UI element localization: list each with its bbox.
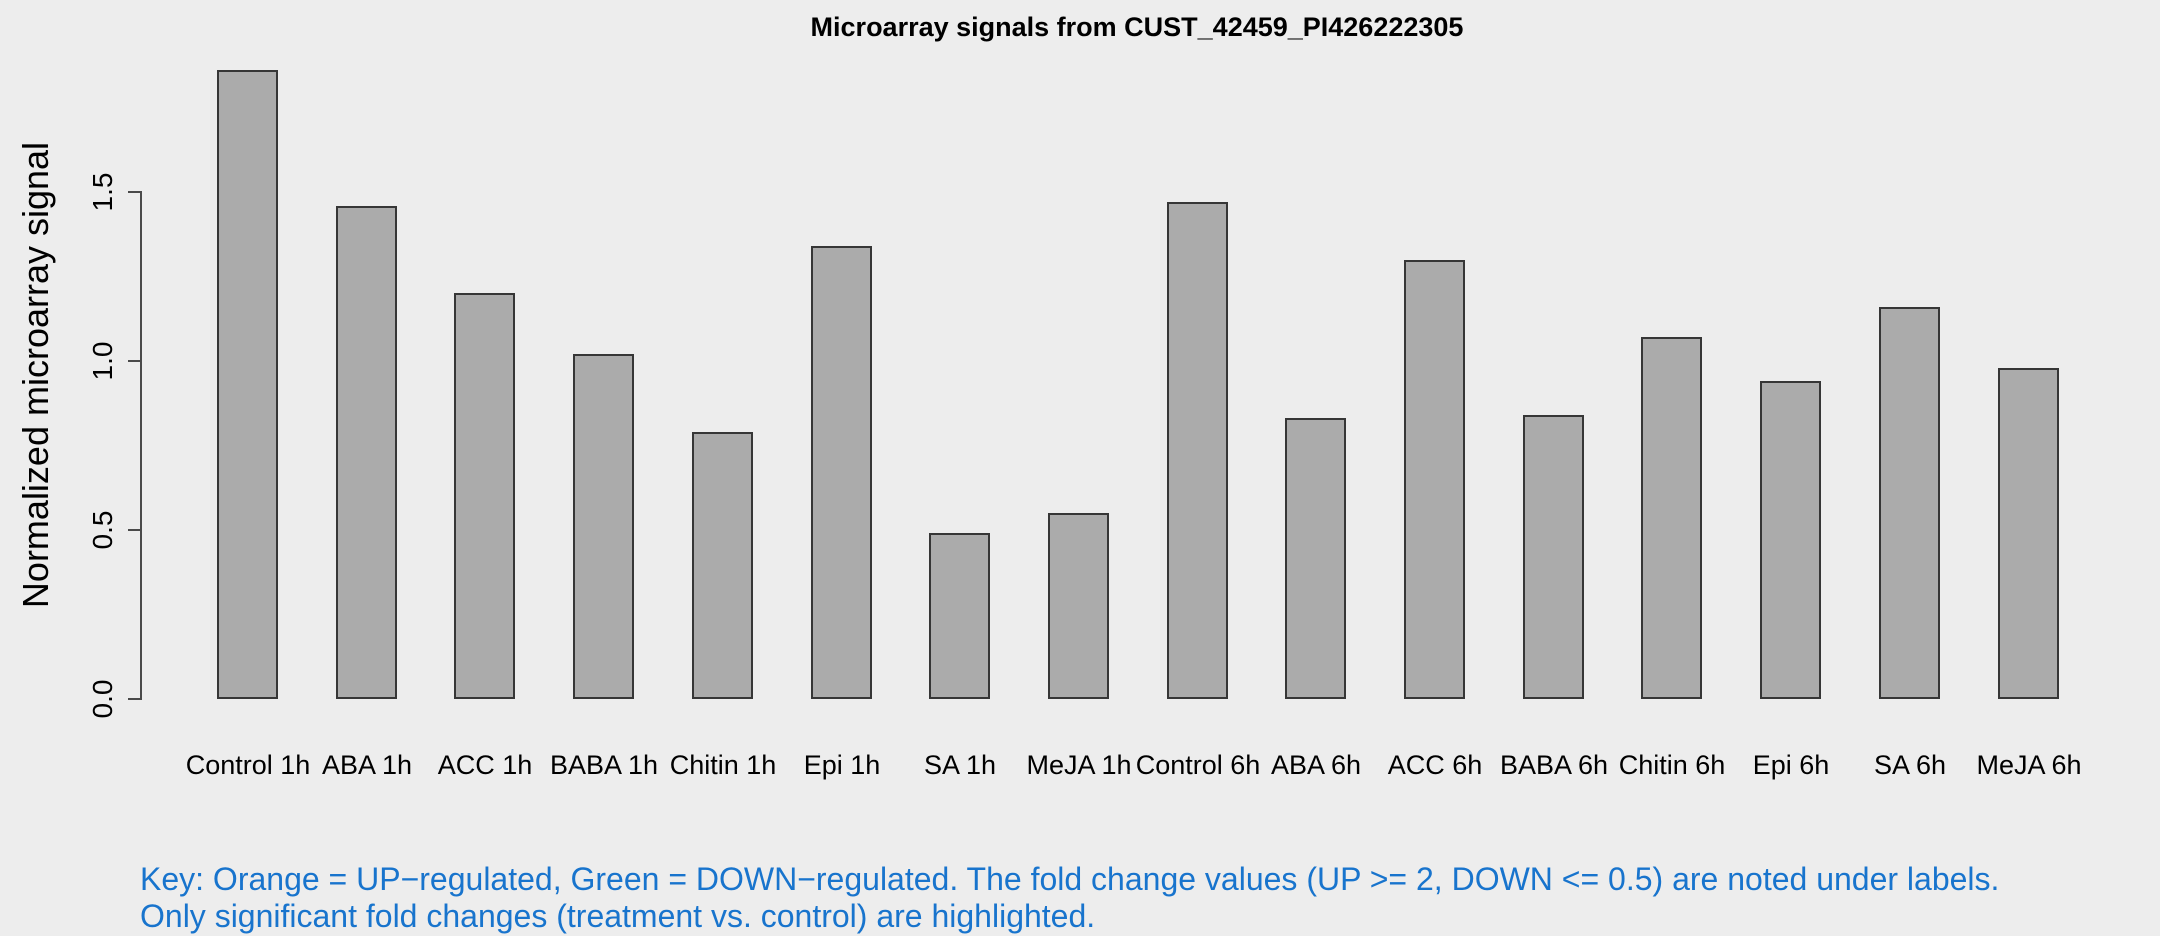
- bar-baba-6h: [1523, 415, 1584, 699]
- x-tick-label: BABA 6h: [1499, 750, 1609, 780]
- x-tick-label: MeJA 1h: [1026, 750, 1132, 780]
- x-tick-label: Control 1h: [185, 750, 311, 780]
- y-tick-label: 1.0: [87, 341, 118, 381]
- bar-chitin-1h: [692, 432, 753, 699]
- chart-title: Microarray signals from CUST_42459_PI426…: [810, 12, 1464, 42]
- x-tick-label: ACC 1h: [437, 750, 533, 780]
- x-tick-label: Epi 6h: [1752, 750, 1830, 780]
- x-tick-label: BABA 1h: [549, 750, 659, 780]
- footnote-line-2: Only significant fold changes (treatment…: [140, 898, 1096, 934]
- y-tick: [128, 698, 141, 700]
- y-axis-label: Normalized microarray signal: [15, 141, 56, 609]
- bar-epi-6h: [1760, 381, 1821, 699]
- bar-chitin-6h: [1641, 337, 1702, 699]
- x-tick-label: SA 6h: [1873, 750, 1947, 780]
- y-tick-label: 0.0: [87, 679, 118, 719]
- bar-aba-6h: [1285, 418, 1346, 699]
- x-tick-label: MeJA 6h: [1976, 750, 2082, 780]
- bar-sa-6h: [1879, 307, 1940, 699]
- bar-epi-1h: [811, 246, 872, 699]
- bar-control-6h: [1167, 202, 1228, 699]
- x-tick-label: ABA 1h: [321, 750, 413, 780]
- x-tick-label: Chitin 1h: [669, 750, 777, 780]
- y-tick-label: 1.5: [87, 172, 118, 212]
- bar-acc-1h: [454, 293, 515, 699]
- bar-acc-6h: [1404, 260, 1465, 699]
- bar-control-1h: [217, 70, 278, 699]
- bar-meja-6h: [1998, 368, 2059, 699]
- y-tick: [128, 529, 141, 531]
- y-tick-label: 0.5: [87, 510, 118, 550]
- x-tick-label: ACC 6h: [1387, 750, 1483, 780]
- x-tick-label: SA 1h: [923, 750, 997, 780]
- bar-aba-1h: [336, 206, 397, 699]
- footnote-line-1: Key: Orange = UP−regulated, Green = DOWN…: [140, 861, 2000, 897]
- y-tick: [128, 360, 141, 362]
- y-tick: [128, 191, 141, 193]
- x-tick-label: Chitin 6h: [1618, 750, 1726, 780]
- chart-footnote: Key: Orange = UP−regulated, Green = DOWN…: [140, 861, 1999, 935]
- y-axis-line: [140, 191, 142, 700]
- x-tick-label: ABA 6h: [1270, 750, 1362, 780]
- bar-baba-1h: [573, 354, 634, 699]
- x-tick-label: Control 6h: [1135, 750, 1261, 780]
- x-tick-label: Epi 1h: [803, 750, 881, 780]
- bar-sa-1h: [929, 533, 990, 699]
- bar-meja-1h: [1048, 513, 1109, 699]
